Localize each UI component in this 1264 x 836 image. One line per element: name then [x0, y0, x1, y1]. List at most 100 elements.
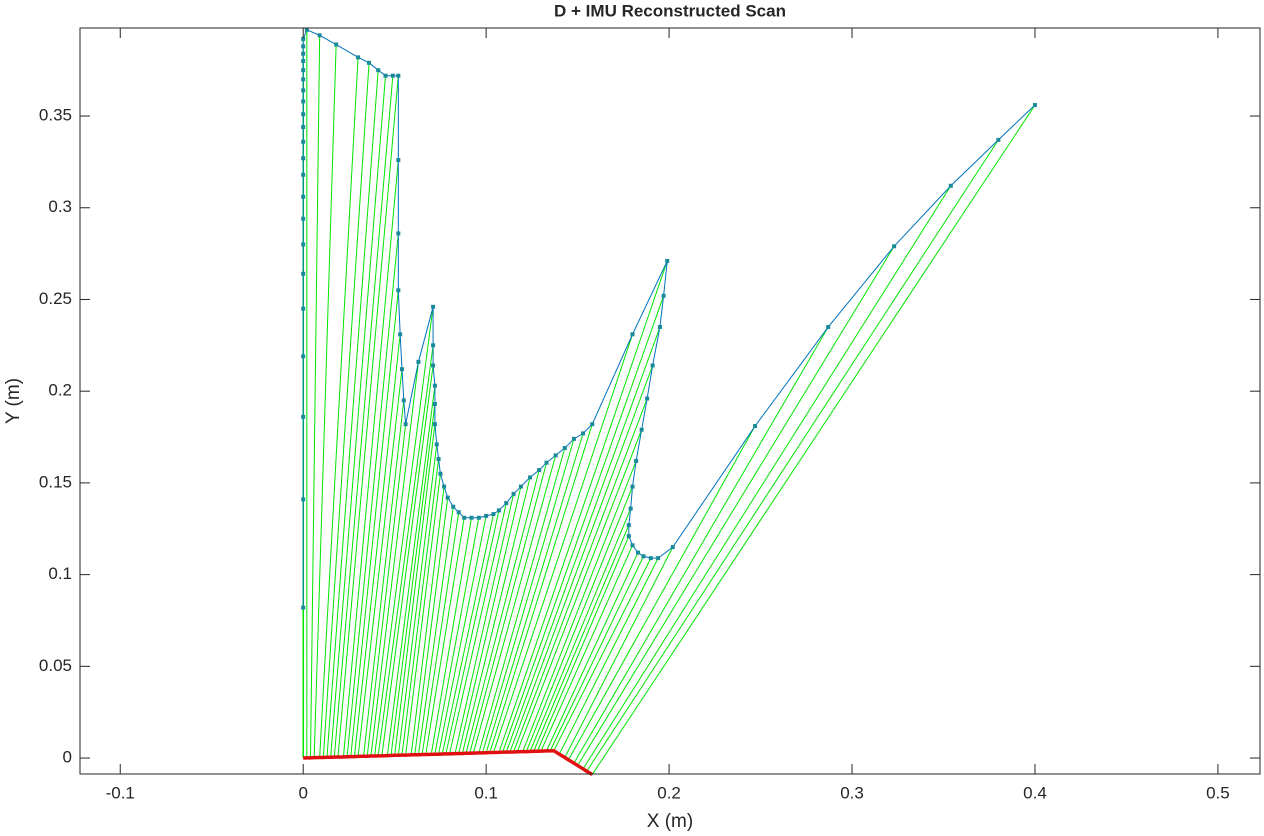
ray: [405, 473, 441, 756]
scan-point: [630, 543, 635, 548]
ray: [509, 365, 654, 753]
scan-point: [301, 306, 306, 311]
y-tick-label: 0.05: [39, 656, 72, 675]
ray: [564, 546, 674, 758]
scan-point: [431, 343, 436, 348]
scan-point: [650, 363, 655, 368]
x-axis-label: X (m): [647, 811, 693, 832]
ray: [414, 497, 449, 755]
scan-point: [301, 172, 306, 177]
scan-point: [491, 512, 496, 517]
ray: [377, 345, 434, 756]
scan-point: [301, 125, 306, 130]
scan-point: [301, 242, 306, 247]
scan-point: [626, 523, 631, 528]
ray: [381, 365, 434, 756]
scan-point: [301, 605, 306, 610]
scan-point: [504, 501, 509, 506]
scan-point: [396, 73, 401, 78]
scan-point: [456, 510, 461, 515]
scan-point: [628, 506, 633, 511]
scan-point: [496, 508, 501, 513]
scan-point: [438, 471, 443, 476]
y-tick-label: 0.1: [48, 564, 72, 583]
scan-point: [301, 37, 306, 42]
scan-point: [334, 42, 339, 47]
scan-point: [301, 156, 306, 161]
scan-point: [892, 244, 897, 249]
ray: [553, 557, 652, 751]
y-tick-label: 0.3: [48, 197, 72, 216]
ray: [350, 290, 399, 757]
scan-point: [626, 534, 631, 539]
ray: [469, 462, 547, 754]
axes-box: [79, 27, 1261, 775]
ray: [586, 139, 999, 772]
ray: [516, 429, 643, 752]
ray: [465, 469, 540, 754]
ray: [489, 424, 593, 753]
scan-point: [553, 453, 558, 458]
y-tick-label: 0.25: [39, 289, 72, 308]
ray: [319, 57, 359, 758]
scan-point: [416, 359, 421, 364]
ray: [558, 557, 659, 755]
ray: [330, 75, 387, 758]
scan-point: [301, 216, 306, 221]
ray: [536, 535, 630, 752]
ray: [533, 524, 630, 752]
ray: [478, 447, 566, 754]
ray: [568, 425, 756, 761]
scan-point: [826, 324, 831, 329]
scan-point: [656, 556, 661, 561]
scan-point: [301, 99, 306, 104]
ray: [337, 75, 399, 757]
scan-point: [657, 324, 662, 329]
x-tick-label: 0.2: [657, 783, 681, 802]
scan-point: [356, 55, 361, 60]
scan-point: [537, 468, 542, 473]
scan-point: [469, 515, 474, 520]
ray: [401, 458, 440, 756]
ray: [322, 62, 370, 758]
scan-point: [317, 33, 322, 38]
scan-point: [401, 398, 406, 403]
scan-point: [1032, 103, 1037, 108]
ray: [445, 510, 500, 754]
scan-point: [396, 158, 401, 163]
scan-point: [630, 332, 635, 337]
ray: [549, 556, 644, 752]
scan-point: [399, 367, 404, 372]
scan-point: [396, 288, 401, 293]
scan-point: [661, 293, 666, 298]
ray: [310, 35, 321, 758]
ray: [374, 306, 434, 757]
ray: [540, 545, 633, 752]
ray: [430, 517, 472, 755]
ray: [333, 75, 394, 758]
ray: [472, 455, 557, 754]
scan-point: [301, 194, 306, 199]
ray: [353, 334, 401, 757]
ray: [370, 361, 419, 757]
scan-point: [641, 554, 646, 559]
scan-point: [518, 484, 523, 489]
ray: [498, 260, 668, 753]
axes: -0.1 0 0.1 0.2 0.3 0.4 0.5 0 0.05 0.1 0.15 0.2 0.25 0…: [39, 28, 1260, 802]
scan-point: [432, 422, 437, 427]
ray: [529, 508, 632, 752]
scan-point: [634, 458, 639, 463]
scan-point: [432, 402, 437, 407]
ray: [410, 486, 445, 755]
ray: [434, 517, 480, 755]
scan-point: [590, 422, 595, 427]
lines: [301, 27, 1037, 777]
ray: [582, 185, 952, 770]
ray: [425, 517, 465, 755]
scan-point: [403, 422, 408, 427]
x-tick-label: 0.5: [1206, 783, 1230, 802]
chart-title: D + IMU Reconstructed Scan: [554, 1, 786, 20]
ray: [417, 506, 454, 755]
scan-point: [630, 484, 635, 489]
